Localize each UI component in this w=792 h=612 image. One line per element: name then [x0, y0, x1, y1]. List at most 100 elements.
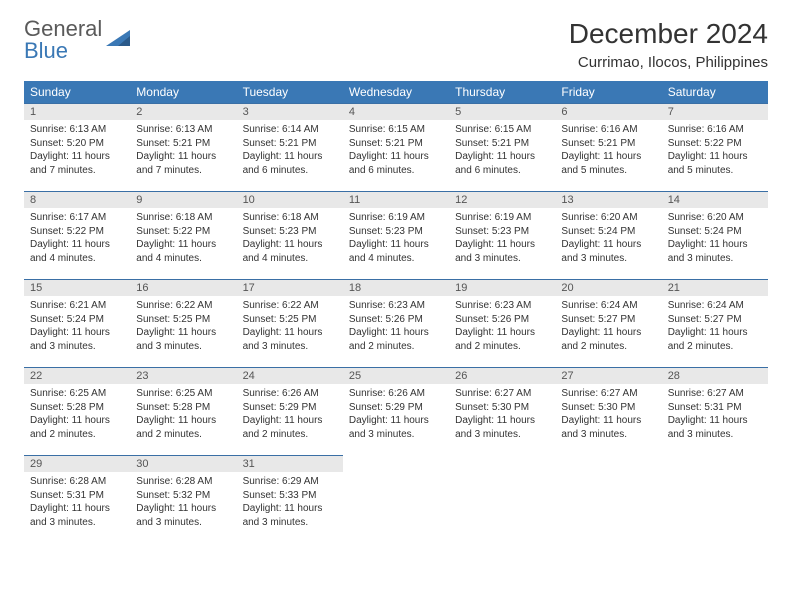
calendar-row: 15Sunrise: 6:21 AMSunset: 5:24 PMDayligh…: [24, 280, 768, 368]
sunrise-line: Sunrise: 6:24 AM: [668, 299, 762, 313]
day-body: Sunrise: 6:25 AMSunset: 5:28 PMDaylight:…: [130, 384, 236, 444]
sunset-line: Sunset: 5:26 PM: [455, 313, 549, 327]
day-body: Sunrise: 6:24 AMSunset: 5:27 PMDaylight:…: [555, 296, 661, 356]
daylight-line: Daylight: 11 hours and 6 minutes.: [455, 150, 549, 177]
sunset-line: Sunset: 5:33 PM: [243, 489, 337, 503]
weekday-header: Monday: [130, 81, 236, 104]
sunset-line: Sunset: 5:20 PM: [30, 137, 124, 151]
calendar-cell: [343, 456, 449, 544]
calendar-cell: 13Sunrise: 6:20 AMSunset: 5:24 PMDayligh…: [555, 192, 661, 280]
day-body: Sunrise: 6:16 AMSunset: 5:21 PMDaylight:…: [555, 120, 661, 180]
logo-triangle-icon: [106, 28, 132, 52]
sunset-line: Sunset: 5:24 PM: [668, 225, 762, 239]
daylight-line: Daylight: 11 hours and 6 minutes.: [349, 150, 443, 177]
calendar-cell: 30Sunrise: 6:28 AMSunset: 5:32 PMDayligh…: [130, 456, 236, 544]
sunrise-line: Sunrise: 6:20 AM: [561, 211, 655, 225]
daylight-line: Daylight: 11 hours and 3 minutes.: [136, 326, 230, 353]
calendar-cell: 9Sunrise: 6:18 AMSunset: 5:22 PMDaylight…: [130, 192, 236, 280]
day-body: Sunrise: 6:27 AMSunset: 5:30 PMDaylight:…: [555, 384, 661, 444]
calendar-cell: 28 Sunrise: 6:27 AMSunset: 5:31 PMDayligh…: [662, 368, 768, 456]
day-number: 6: [555, 104, 661, 120]
day-number: 23: [130, 368, 236, 384]
day-number: 21: [662, 280, 768, 296]
weekday-header: Tuesday: [237, 81, 343, 104]
daylight-line: Daylight: 11 hours and 3 minutes.: [455, 414, 549, 441]
calendar-cell: 3Sunrise: 6:14 AMSunset: 5:21 PMDaylight…: [237, 104, 343, 192]
calendar-cell: 6Sunrise: 6:16 AMSunset: 5:21 PMDaylight…: [555, 104, 661, 192]
daylight-line: Daylight: 11 hours and 5 minutes.: [561, 150, 655, 177]
day-body: Sunrise: 6:20 AMSunset: 5:24 PMDaylight:…: [662, 208, 768, 268]
day-number: 17: [237, 280, 343, 296]
calendar-row: 29Sunrise: 6:28 AMSunset: 5:31 PMDayligh…: [24, 456, 768, 544]
calendar-cell: [662, 456, 768, 544]
daylight-line: Daylight: 11 hours and 4 minutes.: [349, 238, 443, 265]
sunset-line: Sunset: 5:25 PM: [136, 313, 230, 327]
day-body: Sunrise: 6:22 AMSunset: 5:25 PMDaylight:…: [130, 296, 236, 356]
day-number: 14: [662, 192, 768, 208]
title-block: December 2024 Currimao, Ilocos, Philippi…: [569, 18, 768, 71]
day-number: 25: [343, 368, 449, 384]
sunrise-line: Sunrise: 6:28 AM: [30, 475, 124, 489]
sunrise-line: Sunrise: 6:27 AM: [455, 387, 549, 401]
sunset-line: Sunset: 5:32 PM: [136, 489, 230, 503]
header: General Blue December 2024 Currimao, Ilo…: [24, 18, 768, 71]
sunset-line: Sunset: 5:27 PM: [561, 313, 655, 327]
daylight-line: Daylight: 11 hours and 3 minutes.: [243, 326, 337, 353]
calendar-cell: 18Sunrise: 6:23 AMSunset: 5:26 PMDayligh…: [343, 280, 449, 368]
day-body: Sunrise: 6:20 AMSunset: 5:24 PMDaylight:…: [555, 208, 661, 268]
sunset-line: Sunset: 5:30 PM: [455, 401, 549, 415]
day-number: 28: [662, 368, 768, 384]
day-number: 8: [24, 192, 130, 208]
calendar-cell: 27Sunrise: 6:27 AMSunset: 5:30 PMDayligh…: [555, 368, 661, 456]
day-body: Sunrise: 6:18 AMSunset: 5:23 PMDaylight:…: [237, 208, 343, 268]
weekday-header: Sunday: [24, 81, 130, 104]
sunset-line: Sunset: 5:31 PM: [668, 401, 762, 415]
day-number: 12: [449, 192, 555, 208]
sunrise-line: Sunrise: 6:13 AM: [30, 123, 124, 137]
sunrise-line: Sunrise: 6:17 AM: [30, 211, 124, 225]
calendar-cell: 22Sunrise: 6:25 AMSunset: 5:28 PMDayligh…: [24, 368, 130, 456]
calendar-cell: 31Sunrise: 6:29 AMSunset: 5:33 PMDayligh…: [237, 456, 343, 544]
sunrise-line: Sunrise: 6:16 AM: [668, 123, 762, 137]
day-body: Sunrise: 6:16 AMSunset: 5:22 PMDaylight:…: [662, 120, 768, 180]
sunrise-line: Sunrise: 6:14 AM: [243, 123, 337, 137]
sunset-line: Sunset: 5:24 PM: [30, 313, 124, 327]
sunset-line: Sunset: 5:24 PM: [561, 225, 655, 239]
sunset-line: Sunset: 5:23 PM: [349, 225, 443, 239]
sunrise-line: Sunrise: 6:27 AM: [668, 387, 762, 401]
day-body: Sunrise: 6:15 AMSunset: 5:21 PMDaylight:…: [343, 120, 449, 180]
day-body: Sunrise: 6:17 AMSunset: 5:22 PMDaylight:…: [24, 208, 130, 268]
day-number: 10: [237, 192, 343, 208]
sunset-line: Sunset: 5:21 PM: [561, 137, 655, 151]
weekday-header-row: Sunday Monday Tuesday Wednesday Thursday…: [24, 81, 768, 104]
sunrise-line: Sunrise: 6:20 AM: [668, 211, 762, 225]
calendar-cell: 8Sunrise: 6:17 AMSunset: 5:22 PMDaylight…: [24, 192, 130, 280]
calendar-body: 1Sunrise: 6:13 AMSunset: 5:20 PMDaylight…: [24, 104, 768, 544]
daylight-line: Daylight: 11 hours and 3 minutes.: [243, 502, 337, 529]
calendar-cell: 26 Sunrise: 6:27 AMSunset: 5:30 PMDayligh…: [449, 368, 555, 456]
weekday-header: Friday: [555, 81, 661, 104]
daylight-line: Daylight: 11 hours and 2 minutes.: [668, 326, 762, 353]
sunrise-line: Sunrise: 6:18 AM: [243, 211, 337, 225]
day-number: 11: [343, 192, 449, 208]
sunrise-line: Sunrise: 6:25 AM: [30, 387, 124, 401]
daylight-line: Daylight: 11 hours and 2 minutes.: [349, 326, 443, 353]
weekday-header: Thursday: [449, 81, 555, 104]
day-number: 26: [449, 368, 555, 384]
calendar-cell: 11Sunrise: 6:19 AMSunset: 5:23 PMDayligh…: [343, 192, 449, 280]
daylight-line: Daylight: 11 hours and 2 minutes.: [30, 414, 124, 441]
day-body: Sunrise: 6:21 AMSunset: 5:24 PMDaylight:…: [24, 296, 130, 356]
day-number: 13: [555, 192, 661, 208]
day-body: Sunrise: 6:22 AMSunset: 5:25 PMDaylight:…: [237, 296, 343, 356]
sunrise-line: Sunrise: 6:18 AM: [136, 211, 230, 225]
day-number: 7: [662, 104, 768, 120]
day-body: Sunrise: 6:29 AMSunset: 5:33 PMDaylight:…: [237, 472, 343, 532]
daylight-line: Daylight: 11 hours and 3 minutes.: [668, 414, 762, 441]
calendar-cell: 16Sunrise: 6:22 AMSunset: 5:25 PMDayligh…: [130, 280, 236, 368]
daylight-line: Daylight: 11 hours and 2 minutes.: [243, 414, 337, 441]
calendar-cell: 21Sunrise: 6:24 AMSunset: 5:27 PMDayligh…: [662, 280, 768, 368]
sunrise-line: Sunrise: 6:15 AM: [349, 123, 443, 137]
day-number: 4: [343, 104, 449, 120]
day-number: 2: [130, 104, 236, 120]
sunrise-line: Sunrise: 6:15 AM: [455, 123, 549, 137]
